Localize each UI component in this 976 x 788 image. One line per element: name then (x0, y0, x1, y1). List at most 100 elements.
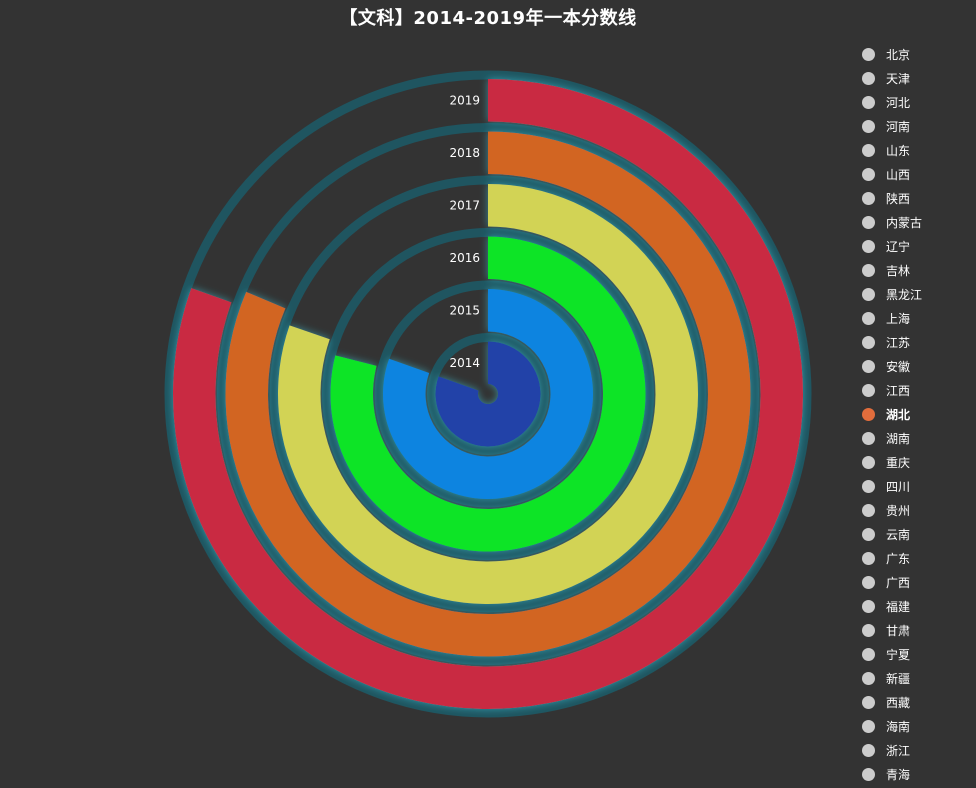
legend-item[interactable]: 宁夏 (862, 642, 922, 666)
legend-item[interactable]: 内蒙古 (862, 210, 922, 234)
legend-label: 云南 (886, 527, 911, 542)
legend-label: 山东 (886, 143, 911, 158)
legend-marker-icon (862, 191, 875, 205)
legend-item[interactable]: 西藏 (862, 690, 922, 714)
legend-item[interactable]: 河南 (862, 114, 922, 138)
tick-label-2015: 2015 (449, 303, 480, 317)
bars-layer (172, 79, 803, 710)
legend-label: 黑龙江 (886, 287, 923, 302)
legend-item[interactable]: 四川 (862, 474, 922, 498)
legend-label: 广西 (886, 575, 911, 590)
legend-item[interactable]: 辽宁 (862, 234, 922, 258)
ring-separator (164, 70, 812, 718)
ring-separator (269, 175, 707, 613)
ring-separator (217, 123, 759, 665)
legend-item[interactable]: 湖南 (862, 426, 922, 450)
legend-item[interactable]: 江西 (862, 378, 922, 402)
legend-marker-icon (862, 743, 875, 757)
legend-label: 安徽 (886, 359, 911, 374)
legend-label: 辽宁 (886, 239, 911, 254)
legend-item[interactable]: 吉林 (862, 258, 922, 282)
legend-marker-icon (862, 47, 875, 61)
legend-item[interactable]: 贵州 (862, 498, 922, 522)
legend: 北京天津河北河南山东山西陕西内蒙古辽宁吉林黑龙江上海江苏安徽江西湖北湖南重庆四川… (862, 42, 922, 786)
legend-label: 湖北 (886, 407, 911, 422)
tick-label-2016: 2016 (449, 251, 480, 265)
ring-separator (322, 228, 654, 560)
legend-marker-icon (862, 647, 875, 661)
legend-item[interactable]: 云南 (862, 522, 922, 546)
rings-layer (164, 70, 812, 718)
legend-marker-icon (862, 527, 875, 541)
legend-marker-icon (862, 95, 875, 109)
legend-marker-icon (862, 407, 875, 421)
legend-item[interactable]: 江苏 (862, 330, 922, 354)
legend-item[interactable]: 陕西 (862, 186, 922, 210)
tick-label-2018: 2018 (449, 146, 480, 160)
legend-item[interactable]: 湖北 (862, 402, 922, 426)
legend-item[interactable]: 广西 (862, 570, 922, 594)
legend-item[interactable]: 北京 (862, 42, 922, 66)
legend-item[interactable]: 新疆 (862, 666, 922, 690)
legend-marker-icon (862, 335, 875, 349)
legend-item[interactable]: 浙江 (862, 738, 922, 762)
legend-label: 海南 (886, 719, 911, 734)
legend-marker-icon (862, 311, 875, 325)
legend-item[interactable]: 青海 (862, 762, 922, 786)
legend-label: 甘肃 (886, 623, 911, 638)
legend-label: 河南 (886, 119, 911, 134)
legend-label: 内蒙古 (886, 215, 923, 230)
legend-item[interactable]: 天津 (862, 66, 922, 90)
legend-marker-icon (862, 119, 875, 133)
legend-label: 广东 (886, 551, 911, 566)
legend-item[interactable]: 重庆 (862, 450, 922, 474)
legend-marker-icon (862, 167, 875, 181)
legend-marker-icon (862, 551, 875, 565)
legend-label: 山西 (886, 167, 911, 182)
tick-label-2014: 2014 (449, 356, 480, 370)
legend-item[interactable]: 广东 (862, 546, 922, 570)
bar-2014[interactable] (435, 341, 541, 447)
legend-marker-icon (862, 719, 875, 733)
legend-item[interactable]: 上海 (862, 306, 922, 330)
legend-marker-icon (862, 767, 875, 781)
tick-label-2017: 2017 (449, 198, 480, 212)
legend-marker-icon (862, 599, 875, 613)
legend-item[interactable]: 黑龙江 (862, 282, 922, 306)
legend-label: 北京 (886, 47, 911, 62)
legend-marker-icon (862, 239, 875, 253)
legend-label: 青海 (886, 767, 911, 782)
bar-2015[interactable] (383, 289, 594, 500)
legend-item[interactable]: 甘肃 (862, 618, 922, 642)
legend-label: 西藏 (886, 695, 911, 710)
legend-label: 陕西 (886, 191, 911, 206)
legend-label: 湖南 (886, 431, 911, 446)
legend-marker-icon (862, 359, 875, 373)
legend-marker-icon (862, 503, 875, 517)
legend-marker-icon (862, 479, 875, 493)
tick-label-2019: 2019 (449, 93, 480, 107)
legend-label: 福建 (886, 599, 911, 614)
ring-separator (427, 333, 549, 455)
legend-marker-icon (862, 287, 875, 301)
chart-title: 【文科】2014-2019年一本分数线 (339, 8, 637, 29)
legend-item[interactable]: 河北 (862, 90, 922, 114)
legend-label: 河北 (886, 95, 911, 110)
legend-item[interactable]: 福建 (862, 594, 922, 618)
tick-labels-layer: 2014 2015 2016 2017 2018 2019 (449, 93, 480, 370)
legend-label: 浙江 (886, 743, 911, 758)
legend-label: 江西 (886, 383, 911, 398)
legend-marker-icon (862, 695, 875, 709)
legend-label: 上海 (886, 311, 911, 326)
legend-label: 江苏 (886, 335, 911, 350)
legend-item[interactable]: 山西 (862, 162, 922, 186)
legend-item[interactable]: 山东 (862, 138, 922, 162)
legend-label: 重庆 (886, 455, 911, 470)
legend-item[interactable]: 安徽 (862, 354, 922, 378)
legend-label: 天津 (886, 71, 911, 86)
legend-marker-icon (862, 623, 875, 637)
legend-marker-icon (862, 71, 875, 85)
legend-item[interactable]: 海南 (862, 714, 922, 738)
